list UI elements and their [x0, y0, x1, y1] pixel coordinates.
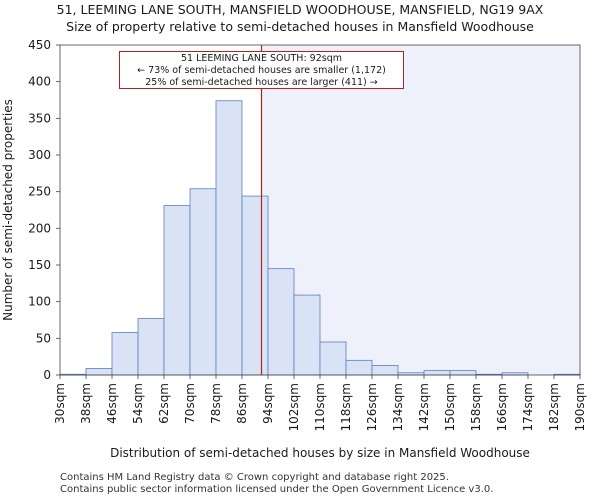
- x-tick-label-110sqm: 110sqm: [313, 383, 327, 431]
- x-tick-label-102sqm: 102sqm: [287, 383, 301, 431]
- x-tick-label-134sqm: 134sqm: [391, 383, 405, 431]
- x-tick-label-70sqm: 70sqm: [183, 383, 197, 424]
- x-tick-label-54sqm: 54sqm: [131, 383, 145, 424]
- x-axis-label: Distribution of semi-detached houses by …: [110, 446, 530, 460]
- x-tick-label-126sqm: 126sqm: [365, 383, 379, 431]
- y-tick-label-300: 300: [28, 148, 51, 162]
- histogram-bar-94sqm: [267, 268, 295, 376]
- histogram-bar-126sqm: [371, 365, 399, 376]
- annotation-line-3: 25% of semi-detached houses are larger (…: [145, 77, 378, 88]
- histogram-bar-54sqm: [137, 318, 165, 376]
- chart-subtitle: Size of property relative to semi-detach…: [66, 19, 534, 34]
- x-tick-label-94sqm: 94sqm: [261, 383, 275, 424]
- histogram-bar-110sqm: [319, 341, 347, 376]
- histogram-bar-102sqm: [293, 294, 321, 376]
- y-tick-label-50: 50: [36, 331, 51, 345]
- histogram-bar-62sqm: [163, 205, 191, 376]
- footer-licence: Contains public sector information licen…: [60, 484, 494, 495]
- property-annotation: 51 LEEMING LANE SOUTH: 92sqm ← 73% of se…: [119, 51, 404, 89]
- x-tick-label-62sqm: 62sqm: [157, 383, 171, 424]
- x-tick-label-174sqm: 174sqm: [521, 383, 535, 431]
- y-tick-label-400: 400: [28, 75, 51, 89]
- y-tick-label-350: 350: [28, 111, 51, 125]
- histogram-bar-118sqm: [345, 359, 373, 376]
- histogram-bar-78sqm: [215, 100, 243, 376]
- x-tick-label-86sqm: 86sqm: [235, 383, 249, 424]
- histogram-bar-46sqm: [111, 332, 139, 376]
- x-tick-label-46sqm: 46sqm: [105, 383, 119, 424]
- histogram-bar-142sqm: [423, 370, 451, 376]
- y-tick-label-250: 250: [28, 185, 51, 199]
- x-tick-label-182sqm: 182sqm: [547, 383, 561, 431]
- annotation-line-2: ← 73% of semi-detached houses are smalle…: [137, 65, 386, 76]
- histogram-bar-38sqm: [85, 367, 113, 376]
- x-tick-label-78sqm: 78sqm: [209, 383, 223, 424]
- x-tick-label-158sqm: 158sqm: [469, 383, 483, 431]
- histogram-bar-86sqm: [241, 195, 269, 376]
- x-tick-label-166sqm: 166sqm: [495, 383, 509, 431]
- y-tick-label-200: 200: [28, 221, 51, 235]
- x-tick-label-118sqm: 118sqm: [339, 383, 353, 431]
- x-tick-label-30sqm: 30sqm: [53, 383, 67, 424]
- chart-title: 51, LEEMING LANE SOUTH, MANSFIELD WOODHO…: [56, 2, 544, 17]
- x-tick-label-190sqm: 190sqm: [573, 383, 587, 431]
- histogram-bar-150sqm: [449, 370, 477, 376]
- y-tick-label-450: 450: [28, 38, 51, 52]
- annotation-line-1: 51 LEEMING LANE SOUTH: 92sqm: [181, 53, 342, 64]
- footer-copyright: Contains HM Land Registry data © Crown c…: [60, 472, 449, 483]
- x-tick-label-142sqm: 142sqm: [417, 383, 431, 431]
- histogram-bar-70sqm: [189, 188, 217, 376]
- x-tick-label-38sqm: 38sqm: [79, 383, 93, 424]
- y-tick-label-0: 0: [43, 368, 51, 382]
- y-axis-label: Number of semi-detached properties: [1, 99, 15, 321]
- y-tick-label-100: 100: [28, 295, 51, 309]
- x-tick-label-150sqm: 150sqm: [443, 383, 457, 431]
- y-tick-label-150: 150: [28, 258, 51, 272]
